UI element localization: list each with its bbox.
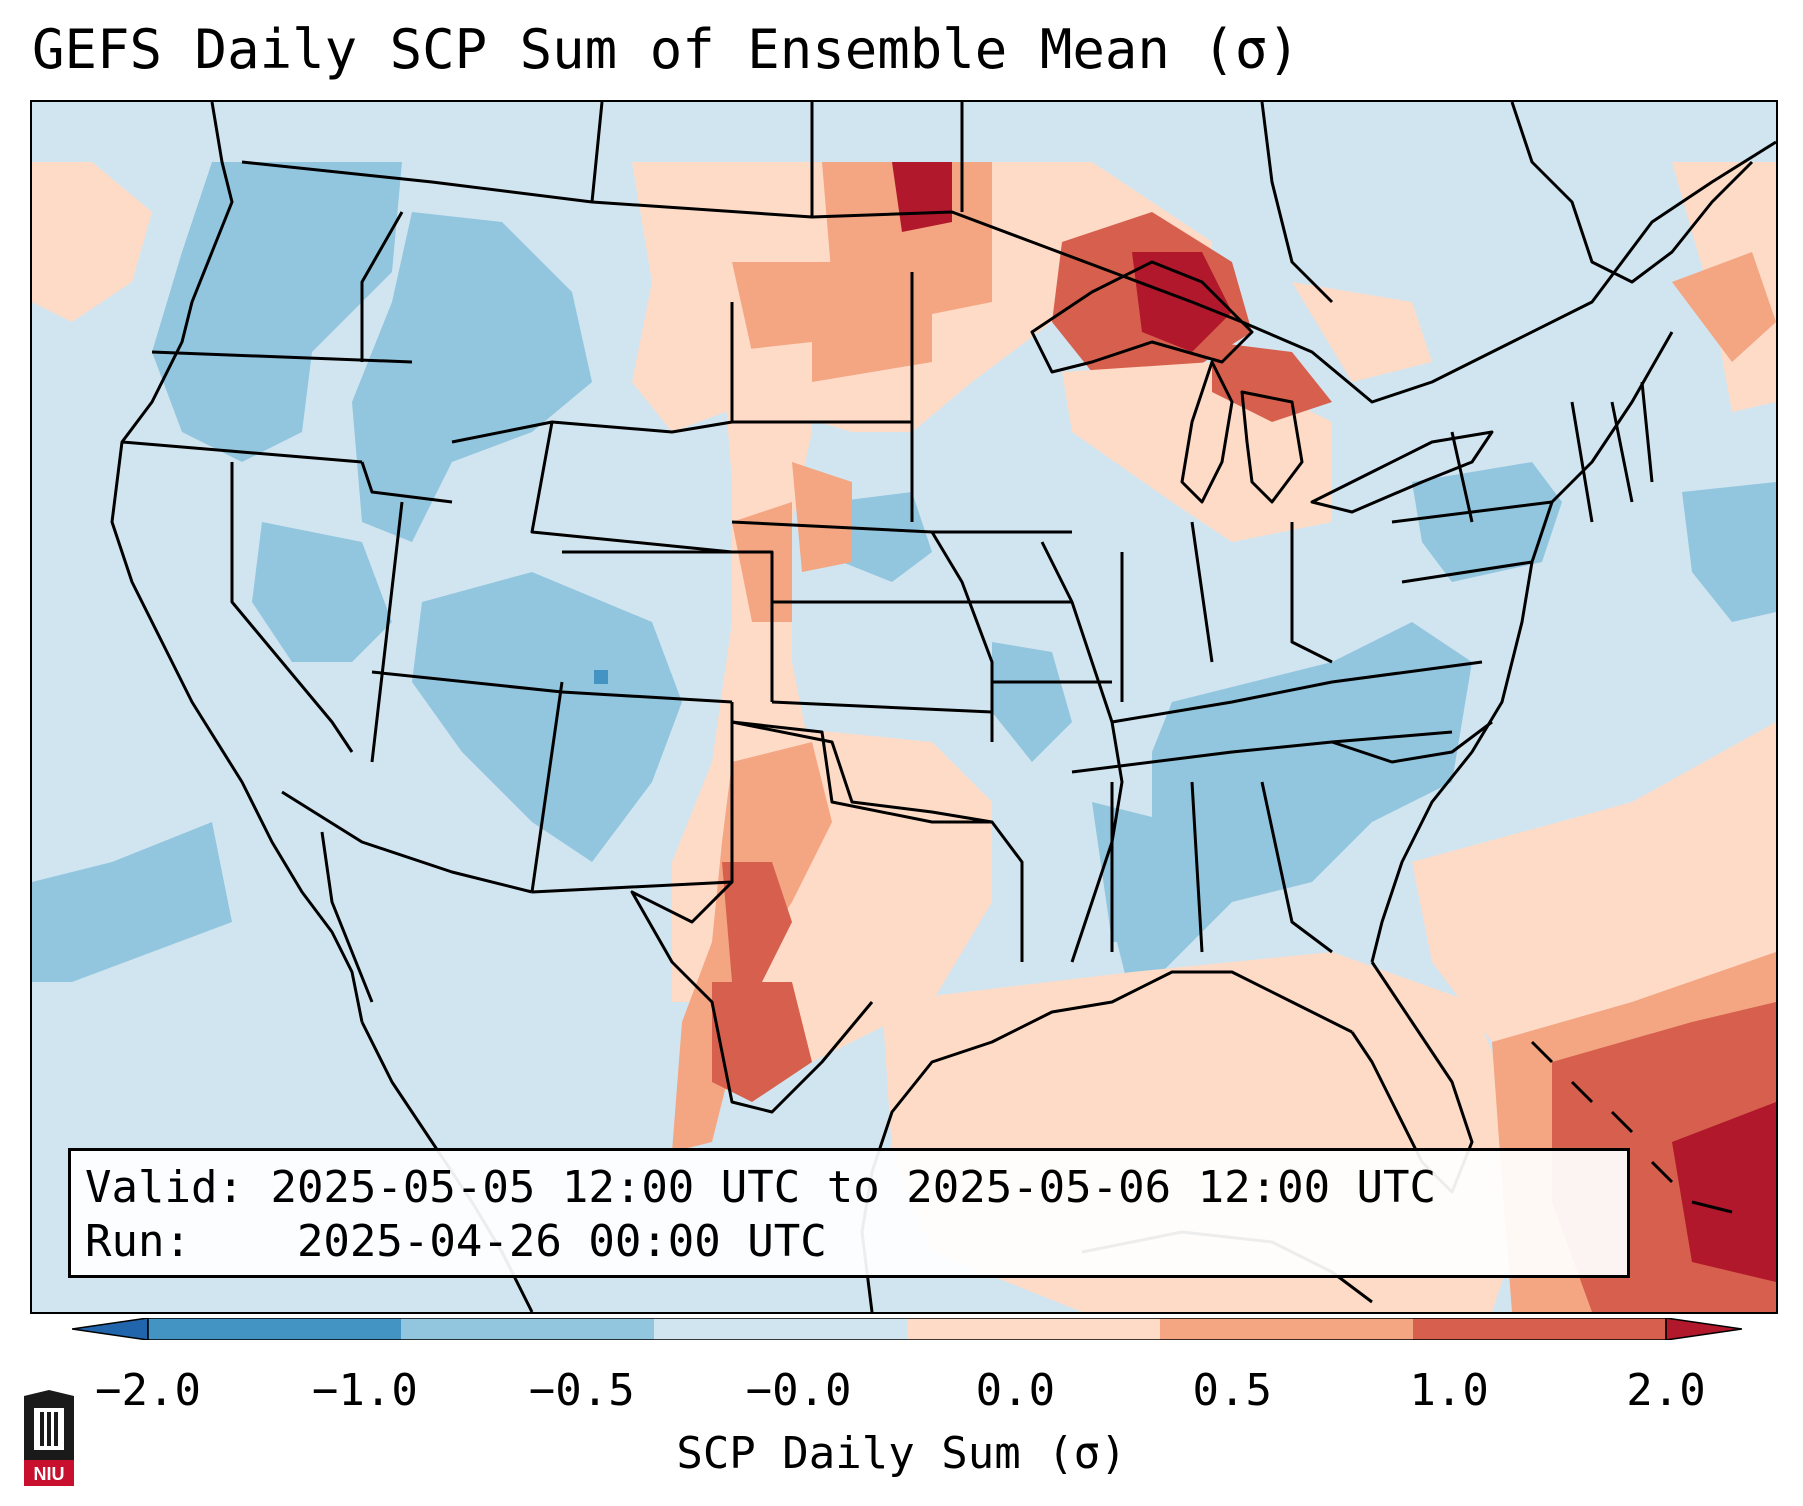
field-region-pacific xyxy=(32,822,232,982)
wa-or-border xyxy=(151,350,413,364)
colorbar-extend-min xyxy=(72,1318,149,1340)
field-region-plains-north xyxy=(732,502,792,622)
new-england-lines xyxy=(1570,381,1654,523)
colorbar-segment xyxy=(654,1318,908,1340)
east-coast xyxy=(1370,331,1674,963)
colorbar-tick-label: 2.0 xyxy=(1626,1365,1706,1416)
scp-map xyxy=(32,102,1776,1312)
baja xyxy=(320,831,374,1003)
colorbar-tick-label: 0.0 xyxy=(975,1365,1056,1416)
map-panel xyxy=(30,100,1778,1314)
field-region-kansas xyxy=(792,462,852,572)
nv-ut xyxy=(370,501,404,763)
lake-erie-ontario xyxy=(1310,430,1494,514)
field-region-atlantic xyxy=(1682,482,1776,622)
colorbar-label: SCP Daily Sum (σ) xyxy=(676,1428,1127,1479)
co-border xyxy=(562,550,774,702)
ms-al-ga xyxy=(1110,781,1333,954)
colorbar-extend-max xyxy=(1665,1318,1742,1340)
bahamas-dashes xyxy=(1530,1040,1733,1214)
ok-tx xyxy=(731,720,1024,962)
texas-border xyxy=(630,880,874,1114)
field-region-lower-mississippi xyxy=(1092,802,1172,942)
idaho-border xyxy=(360,211,453,504)
quebec-coast xyxy=(1510,102,1754,284)
field-cell-colorado-min xyxy=(594,670,608,684)
field-region-northeast-coast xyxy=(1672,252,1776,362)
colorbar-segment xyxy=(401,1318,655,1340)
ky-tn xyxy=(1111,660,1483,724)
colorbar-tick-label: 1.0 xyxy=(1409,1365,1489,1416)
pa-ny xyxy=(1391,431,1553,584)
run-value: 2025-04-26 00:00 UTC xyxy=(296,1216,827,1267)
mississippi-river xyxy=(1040,541,1124,963)
field-region-pennsylvania xyxy=(1412,462,1562,582)
nd-sd-ne-ks-ok xyxy=(730,302,993,824)
colorbar-segment xyxy=(148,1318,402,1340)
coastline-and-borders xyxy=(110,102,1776,1312)
colorbar-tick-label: −0.0 xyxy=(745,1365,852,1416)
field-region-texas-core xyxy=(722,862,792,1002)
colorbar-outline xyxy=(147,1318,1667,1340)
or-ca-border xyxy=(121,440,363,464)
canada-provinces xyxy=(590,102,964,217)
field-region-idaho-montana xyxy=(352,212,592,542)
svg-text:NIU: NIU xyxy=(34,1464,65,1484)
map-title: GEFS Daily SCP Sum of Ensemble Mean (σ) xyxy=(32,18,1300,81)
wy-co xyxy=(530,421,733,554)
field-region-caribbean-core xyxy=(1672,1102,1776,1282)
field-region-great-lakes-north xyxy=(1292,282,1432,382)
field-region-lake-superior-core xyxy=(1132,252,1232,352)
field-region-manitoba-core xyxy=(892,162,952,232)
mn-border xyxy=(910,272,994,742)
field-region-pacific-northwest xyxy=(152,162,402,462)
field-region-great-basin xyxy=(252,522,392,662)
ia-mo xyxy=(932,530,1112,684)
valid-value: 2025-05-05 12:00 UTC to 2025-05-06 12:00… xyxy=(270,1162,1437,1213)
az-mexico xyxy=(281,790,533,894)
colorbar-segment xyxy=(1160,1318,1414,1340)
run-label: Run: xyxy=(85,1216,191,1267)
colorbar xyxy=(72,1318,1742,1340)
scp-field xyxy=(32,162,1776,1312)
niu-logo: NIU xyxy=(24,1390,74,1486)
hudson-bay-coast xyxy=(1260,102,1334,304)
field-region-bc-coast xyxy=(32,162,152,322)
validity-info-box: Valid: 2025-05-05 12:00 UTC to 2025-05-0… xyxy=(68,1148,1630,1278)
colorbar-segments xyxy=(148,1318,1667,1340)
carolinas xyxy=(1331,720,1493,764)
colorbar-tick-label: −2.0 xyxy=(95,1365,201,1416)
great-lakes-outline xyxy=(1030,260,1254,374)
colorbar-segment xyxy=(907,1318,1161,1340)
field-region-tennessee-valley xyxy=(1112,622,1472,1002)
valid-label: Valid: xyxy=(85,1162,244,1213)
colorbar-segment xyxy=(1413,1318,1667,1340)
montana-south xyxy=(451,420,733,444)
az-nm xyxy=(530,681,564,893)
field-region-nebraska-iowa xyxy=(832,492,932,582)
field-region-colorado-utah xyxy=(412,572,682,862)
field-region-texas-south xyxy=(712,982,812,1102)
tn-south xyxy=(1071,730,1453,774)
colorbar-tick-label: −1.0 xyxy=(311,1365,418,1416)
lake-michigan xyxy=(1180,360,1234,504)
colorbar-tick-label: −0.5 xyxy=(528,1365,635,1416)
colorbar-tick-label: 0.5 xyxy=(1192,1365,1273,1416)
il-in-oh xyxy=(1120,521,1333,702)
west-coast xyxy=(110,102,364,1023)
lower-michigan xyxy=(1240,390,1304,504)
field-region-missouri xyxy=(992,642,1072,762)
ca-nv-border xyxy=(230,462,354,753)
